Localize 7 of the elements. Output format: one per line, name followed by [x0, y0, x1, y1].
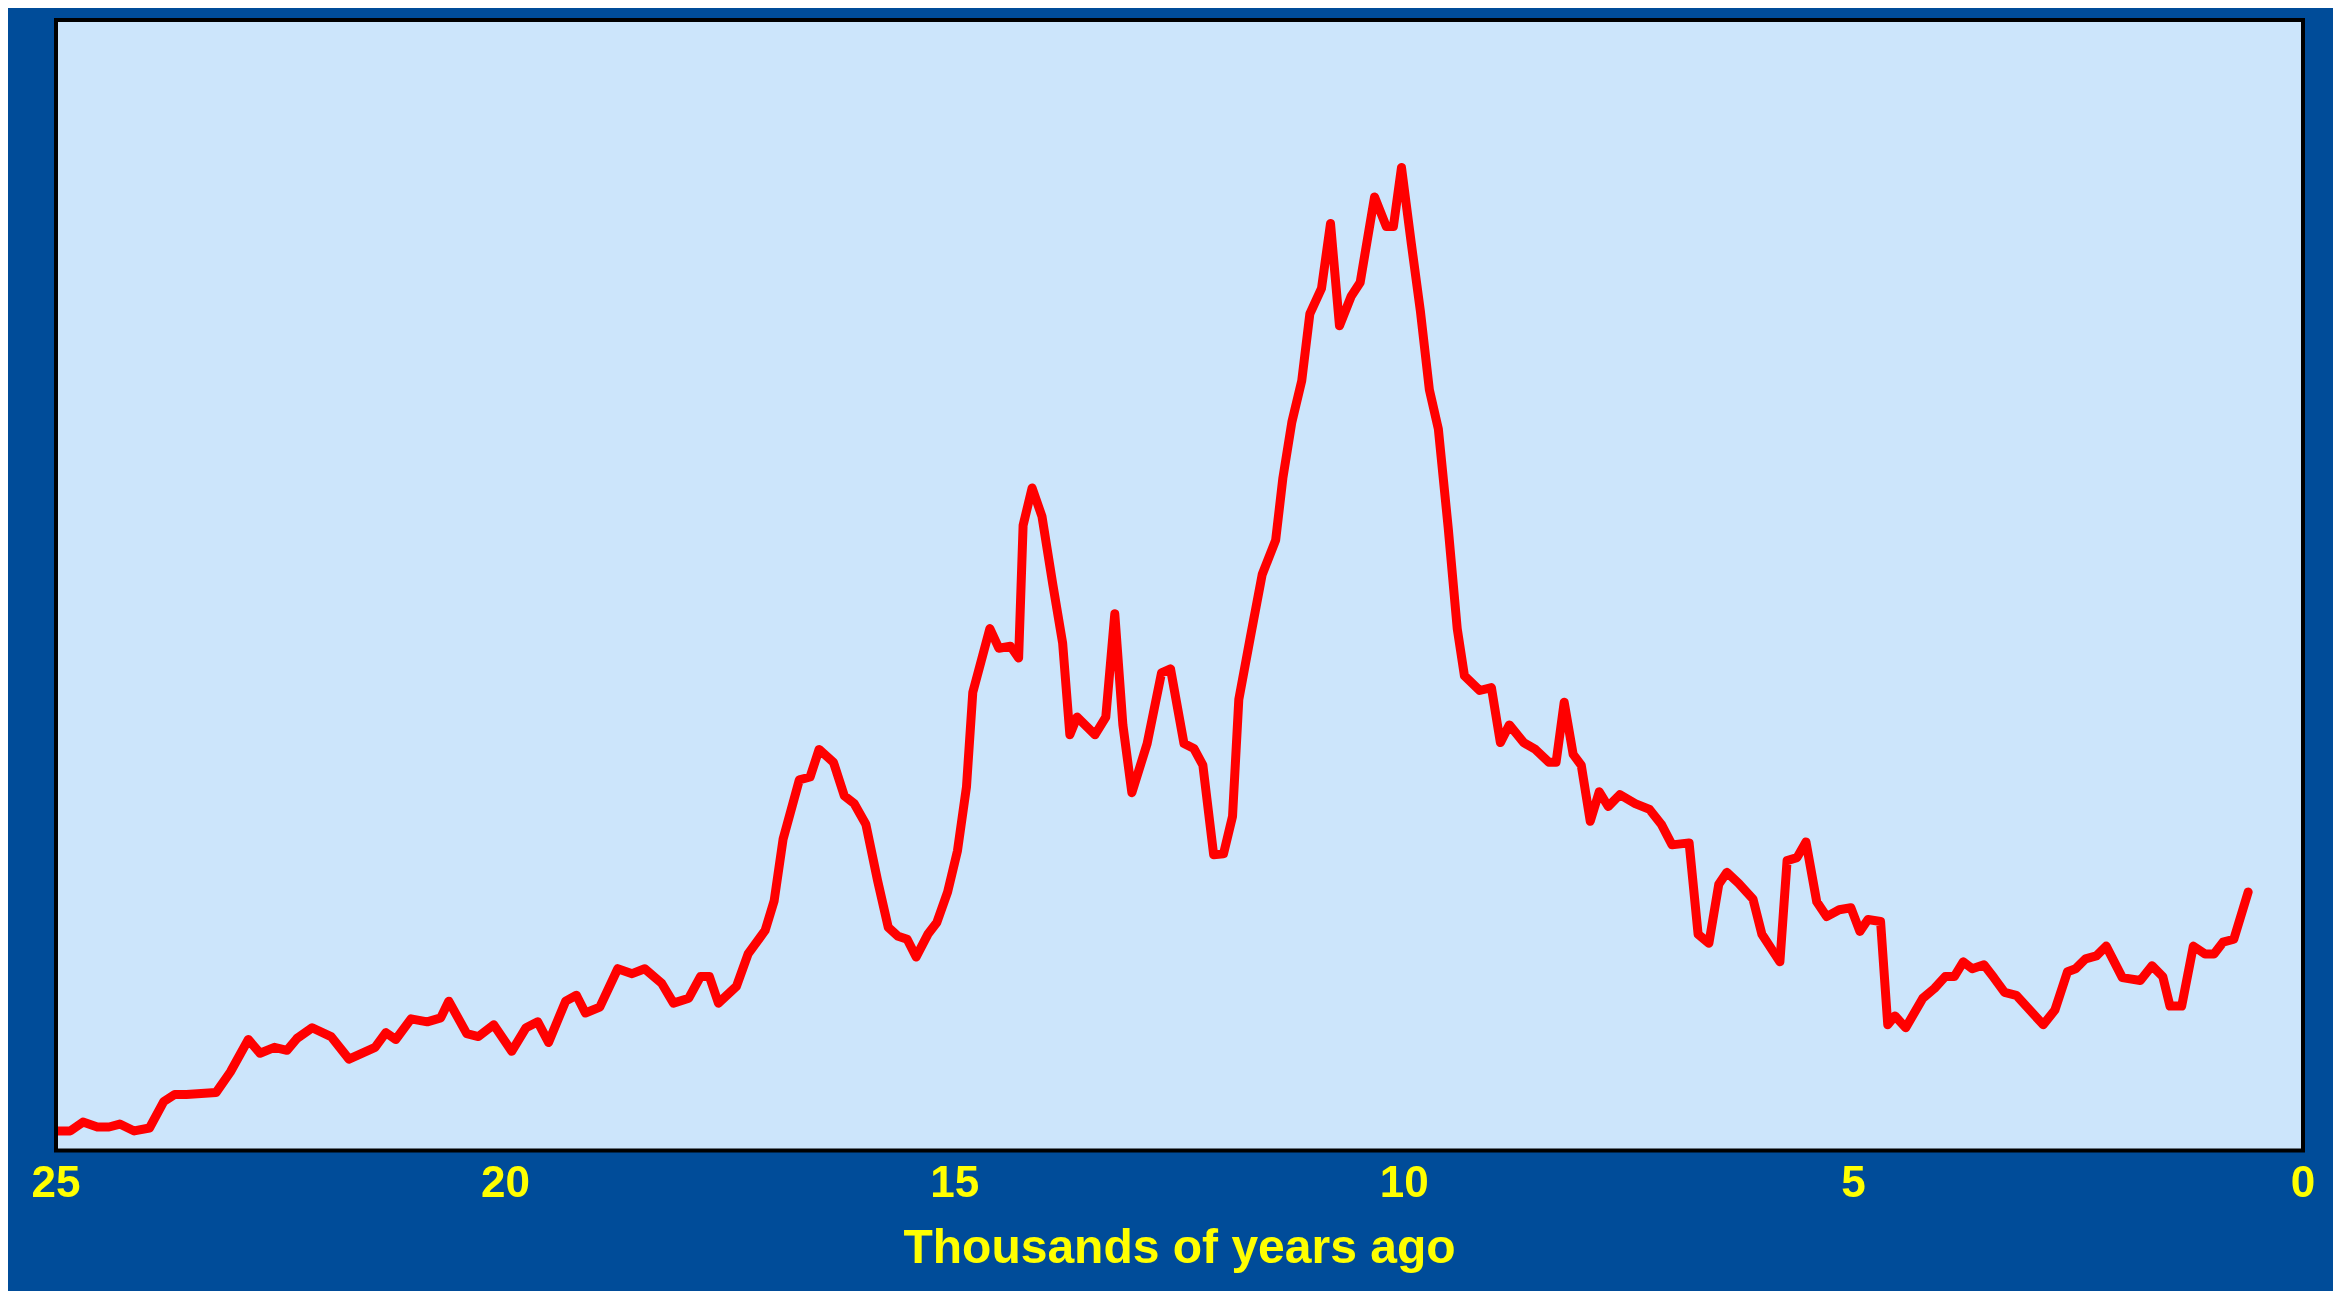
- x-tick-label: 25: [31, 1157, 81, 1207]
- x-tick-label: 5: [1841, 1157, 1866, 1207]
- x-tick-label: 10: [1379, 1157, 1429, 1207]
- x-tick-label: 15: [930, 1157, 980, 1207]
- x-tick-label: 0: [2290, 1157, 2316, 1207]
- x-tick-label: 20: [480, 1157, 530, 1207]
- x-axis-title: Thousands of years ago: [903, 1220, 1456, 1274]
